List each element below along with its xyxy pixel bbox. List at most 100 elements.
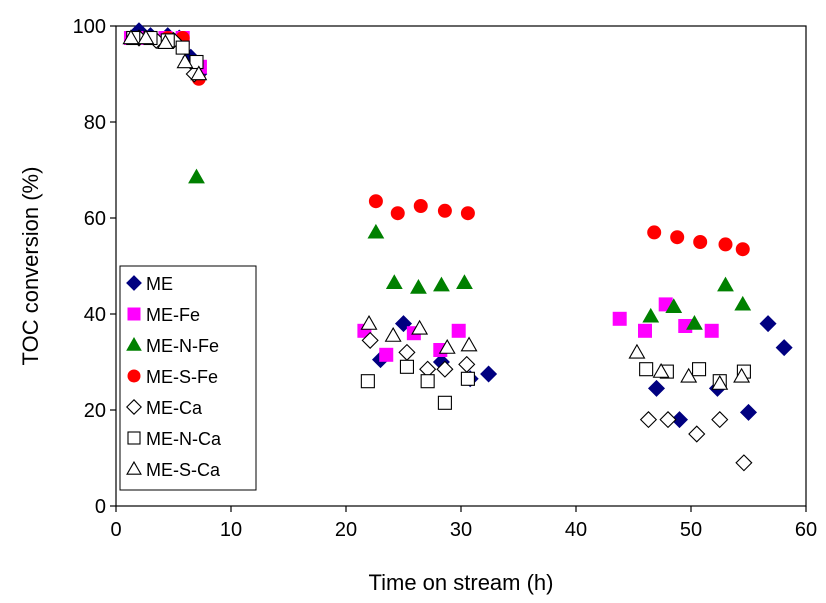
legend-item: ME-S-Fe — [127, 367, 218, 387]
data-point — [759, 315, 777, 333]
y-tick-label: 80 — [84, 112, 106, 134]
data-point — [647, 379, 666, 397]
legend-item: ME-Fe — [127, 305, 200, 325]
data-point — [156, 34, 174, 50]
data-point — [361, 331, 379, 349]
legend-label: ME-Fe — [146, 305, 200, 325]
data-point — [628, 343, 646, 359]
legend: ME ME-Fe ME-N-Fe ME-S-Fe ME-Ca ME-N-Ca ME-S-Ca — [119, 265, 257, 491]
data-point — [612, 311, 627, 326]
data-point — [456, 274, 473, 289]
y-tick-label: 20 — [84, 400, 106, 422]
legend-item: ME-N-Ca — [127, 429, 222, 449]
data-point — [384, 326, 402, 342]
legend-label: ME — [146, 274, 173, 294]
y-tick-label: 100 — [73, 16, 106, 38]
data-point — [670, 230, 685, 245]
data-point — [659, 411, 677, 429]
data-point — [733, 367, 751, 383]
data-point — [413, 199, 428, 213]
data-point — [735, 454, 753, 472]
legend-box — [119, 265, 257, 491]
data-point — [437, 395, 452, 410]
legend-label: ME-N-Fe — [146, 336, 219, 356]
data-point — [460, 371, 475, 386]
data-point — [717, 276, 734, 292]
x-tick-label: 20 — [335, 519, 357, 541]
y-tick-label: 60 — [84, 208, 106, 230]
data-point — [735, 242, 750, 257]
x-tick-label: 10 — [220, 519, 242, 541]
data-point — [688, 425, 706, 443]
data-point — [665, 298, 683, 313]
legend-marker — [126, 275, 142, 291]
data-point — [711, 374, 729, 390]
legend-label: ME-S-Ca — [146, 460, 221, 480]
legend-marker — [127, 369, 141, 383]
data-point — [360, 314, 378, 330]
series-me-n-fe — [188, 168, 752, 330]
data-point — [360, 374, 375, 389]
y-axis: 0 20 40 60 80 100 — [73, 16, 116, 518]
data-point — [670, 411, 689, 429]
legend-label: ME-N-Ca — [146, 429, 222, 449]
data-point — [433, 276, 450, 292]
data-point — [480, 365, 498, 383]
data-point — [693, 235, 708, 249]
data-point — [647, 225, 662, 240]
data-point — [399, 359, 415, 374]
data-point — [436, 360, 454, 378]
legend-label: ME-S-Fe — [146, 367, 218, 387]
data-markers — [122, 22, 793, 472]
data-point — [711, 411, 729, 429]
data-point — [420, 374, 435, 389]
data-point — [437, 203, 452, 218]
data-point — [460, 206, 475, 221]
data-point — [188, 168, 205, 184]
legend-item: ME-Ca — [126, 398, 203, 418]
data-point — [176, 53, 194, 69]
data-point — [385, 274, 403, 289]
data-point — [189, 54, 204, 70]
legend-item: ME-N-Fe — [126, 336, 219, 356]
legend-item: ME — [126, 274, 173, 294]
legend-label: ME-Ca — [146, 398, 203, 418]
data-point — [638, 323, 652, 338]
legend-marker — [126, 460, 142, 475]
legend-marker — [127, 431, 141, 445]
y-tick-label: 0 — [95, 496, 106, 518]
x-axis-title: Time on stream (h) — [368, 570, 553, 595]
data-point — [175, 40, 190, 55]
legend-marker — [126, 399, 142, 415]
data-point — [438, 338, 456, 354]
data-point — [652, 362, 670, 378]
data-point — [718, 237, 733, 252]
x-tick-label: 0 — [110, 519, 121, 541]
data-point — [379, 347, 394, 362]
legend-marker — [126, 337, 142, 351]
x-tick-label: 50 — [680, 519, 702, 541]
data-point — [122, 29, 140, 45]
y-tick-label: 40 — [84, 304, 106, 326]
x-axis: 0 10 20 30 40 50 60 — [110, 506, 817, 541]
y-axis-title: TOC conversion (%) — [18, 167, 43, 366]
data-point — [451, 323, 466, 338]
x-tick-label: 60 — [795, 519, 817, 541]
data-point — [460, 336, 478, 352]
data-point — [691, 362, 707, 377]
data-point — [642, 307, 660, 323]
data-point — [137, 29, 155, 45]
data-point — [734, 295, 752, 311]
data-point — [390, 206, 405, 221]
data-point — [367, 223, 385, 239]
x-tick-label: 40 — [565, 519, 587, 541]
data-point — [368, 194, 383, 209]
data-point — [739, 403, 758, 421]
series-me-s-ca — [122, 29, 751, 390]
data-point — [411, 319, 429, 335]
data-point — [639, 362, 654, 377]
x-tick-label: 30 — [450, 519, 472, 541]
data-point — [639, 411, 658, 429]
data-point — [686, 315, 703, 330]
